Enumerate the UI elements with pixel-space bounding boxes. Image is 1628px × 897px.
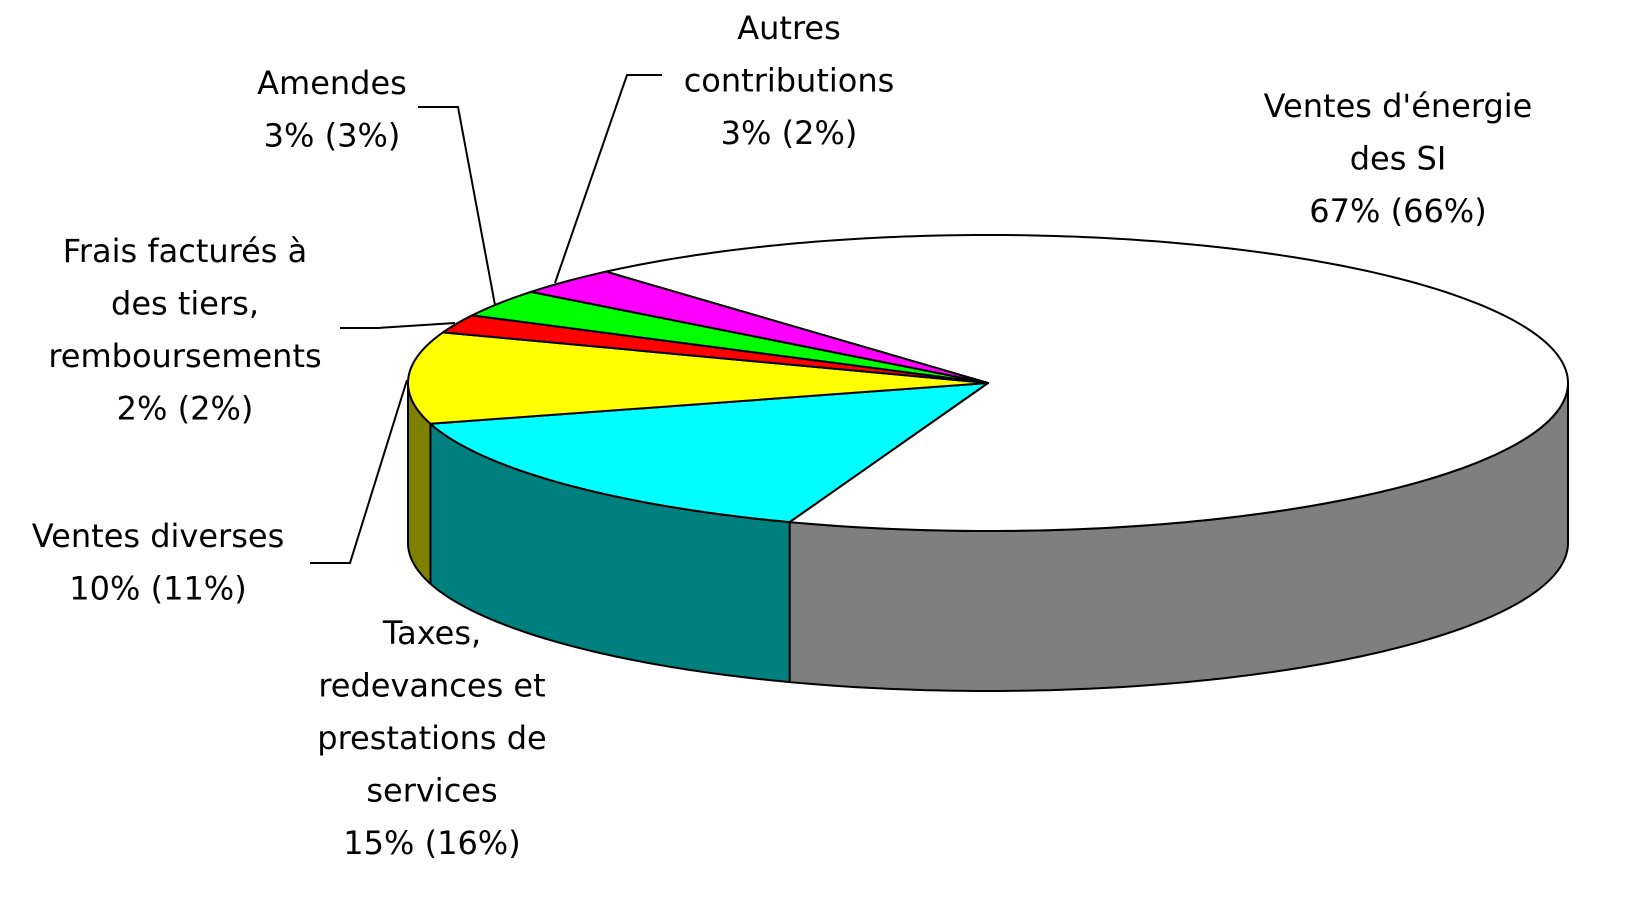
pie-slice xyxy=(471,290,989,384)
pie-slice xyxy=(407,331,989,425)
category-label: Amendes xyxy=(257,64,407,102)
category-label: Ventes d'énergie xyxy=(1264,87,1533,125)
category-label: des tiers, xyxy=(111,285,259,323)
category-label: Taxes, xyxy=(382,614,481,652)
category-label: redevances et xyxy=(318,667,545,705)
slice-label: Ventes diverses 10% (11%) xyxy=(32,517,284,608)
leader-line xyxy=(340,322,456,329)
leader-line xyxy=(418,106,496,306)
leader-line xyxy=(310,379,408,564)
value-label: 10% (11%) xyxy=(69,570,246,608)
leader-line xyxy=(554,74,662,284)
category-label: Ventes diverses xyxy=(32,517,284,555)
value-label: 67% (66%) xyxy=(1309,192,1486,230)
value-label: 3% (3%) xyxy=(264,117,401,155)
category-label: des SI xyxy=(1350,140,1447,178)
category-label: remboursements xyxy=(48,337,321,375)
value-label: 2% (2%) xyxy=(117,390,254,428)
slice-label: Frais facturés à des tiers, remboursements… xyxy=(48,232,321,428)
value-label: 15% (16%) xyxy=(343,824,520,862)
slice-label: Taxes, redevances et prestations de service… xyxy=(317,614,546,862)
slice-label: Amendes 3% (3%) xyxy=(257,64,407,155)
pie-slice xyxy=(429,382,989,524)
value-label: 3% (2%) xyxy=(721,114,858,152)
pie-slice xyxy=(604,234,1569,532)
pie-tops xyxy=(407,234,1569,532)
category-label: services xyxy=(366,772,497,810)
slice-label: Autres contributions 3% (2%) xyxy=(684,9,895,152)
category-label: Frais facturés à xyxy=(63,232,307,270)
pie-slice xyxy=(529,270,989,384)
category-label: prestations de xyxy=(317,719,546,757)
slice-label: Ventes d'énergie des SI 67% (66%) xyxy=(1264,87,1533,230)
category-label: contributions xyxy=(684,62,895,100)
leader-lines xyxy=(310,74,662,564)
category-label: Autres xyxy=(737,9,841,47)
